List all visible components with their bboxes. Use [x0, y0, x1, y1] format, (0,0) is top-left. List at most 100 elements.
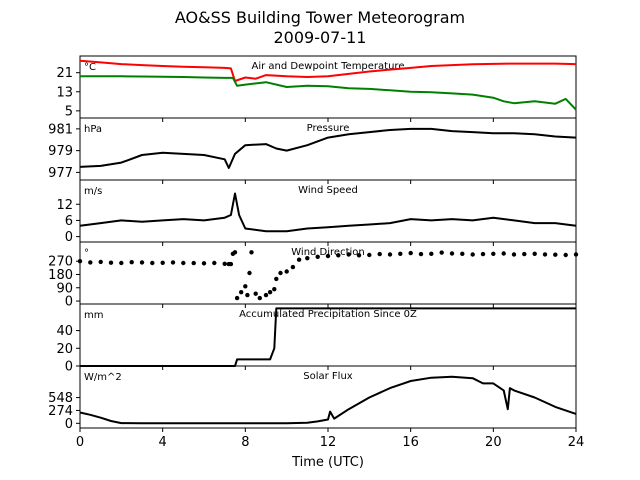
- figure-title: AO&SS Building Tower Meteorogram: [174, 8, 466, 27]
- data-point: [290, 264, 296, 270]
- data-point: [305, 256, 310, 261]
- data-point: [460, 251, 465, 256]
- data-point: [263, 292, 269, 298]
- y-tick-label: 40: [56, 324, 73, 339]
- y-tick-label: 0: [65, 417, 73, 432]
- x-tick-label: 4: [159, 435, 167, 450]
- data-point: [98, 259, 103, 265]
- data-point: [129, 260, 134, 265]
- y-tick-label: 20: [56, 342, 73, 357]
- data-point: [408, 250, 413, 256]
- panel-title: Solar Flux: [303, 371, 353, 382]
- data-point: [212, 260, 217, 266]
- y-tick-label: 981: [48, 122, 73, 137]
- data-point: [573, 252, 579, 257]
- panel-unit-label: °: [84, 248, 89, 259]
- data-point: [491, 251, 496, 256]
- panel-unit-label: mm: [84, 310, 103, 321]
- data-point: [232, 250, 238, 255]
- panel-unit-label: hPa: [84, 124, 102, 135]
- data-point: [284, 269, 289, 274]
- x-tick-label: 0: [76, 435, 84, 450]
- data-point: [272, 287, 277, 292]
- data-point: [267, 290, 273, 295]
- data-point: [253, 291, 258, 296]
- panel-0: 5 13 21 °C Air and Dewpoint Temperature: [56, 55, 577, 122]
- data-point: [119, 260, 124, 266]
- data-point: [315, 254, 320, 259]
- data-point: [243, 284, 248, 289]
- data-point: [480, 251, 486, 257]
- y-tick-label: 90: [56, 281, 73, 296]
- data-point: [278, 270, 283, 276]
- figure-subtitle: 2009-07-11: [273, 28, 367, 47]
- series-line: [79, 127, 577, 169]
- data-point: [245, 292, 250, 298]
- y-tick-label: 0: [65, 360, 73, 375]
- x-tick-label: 12: [320, 435, 337, 450]
- data-point: [139, 260, 145, 265]
- data-point: [501, 251, 506, 256]
- x-tick-label: 24: [568, 435, 585, 450]
- y-tick-label: 979: [48, 144, 73, 159]
- data-point: [532, 251, 537, 256]
- y-tick-label: 5: [65, 104, 73, 119]
- data-point: [249, 250, 254, 255]
- data-point: [553, 252, 558, 257]
- data-point: [77, 259, 83, 264]
- data-point: [222, 261, 227, 266]
- y-tick-label: 0: [65, 295, 73, 310]
- data-point: [398, 251, 403, 256]
- panel-title: Pressure: [307, 123, 350, 134]
- x-axis-label: Time (UTC): [291, 455, 364, 470]
- data-point: [356, 253, 362, 258]
- y-tick-label: 274: [48, 404, 73, 419]
- y-tick-label: 21: [56, 66, 73, 81]
- data-point: [511, 252, 517, 257]
- data-point: [563, 252, 568, 258]
- series-line: [79, 59, 577, 82]
- panel-4: 0 20 40 mm Accumulated Precipitation Since 0…: [56, 303, 577, 375]
- data-point: [239, 290, 244, 295]
- data-point: [88, 260, 93, 265]
- data-point: [387, 252, 393, 257]
- series-line: [79, 192, 577, 233]
- data-point: [449, 251, 455, 256]
- y-tick-label: 12: [56, 198, 73, 213]
- x-tick-label: 16: [402, 435, 419, 450]
- data-point: [247, 270, 252, 276]
- data-point: [346, 252, 351, 257]
- x-tick-label: 8: [241, 435, 249, 450]
- y-tick-label: 0: [65, 230, 73, 245]
- x-tick-label: 20: [485, 435, 502, 450]
- data-point: [234, 295, 240, 301]
- data-point: [429, 251, 434, 256]
- data-point: [257, 295, 262, 301]
- y-tick-label: 180: [48, 268, 73, 283]
- y-tick-label: 548: [48, 391, 73, 406]
- data-point: [108, 260, 114, 265]
- y-tick-label: 13: [56, 85, 73, 100]
- data-point: [439, 250, 444, 255]
- data-point: [296, 257, 302, 262]
- panel-unit-label: °C: [84, 62, 96, 73]
- panel-title: Wind Speed: [298, 185, 358, 196]
- panel-1: 977 979 981 hPa Pressure: [48, 117, 577, 184]
- y-tick-label: 270: [48, 255, 73, 270]
- data-point: [377, 251, 382, 257]
- data-point: [274, 276, 279, 282]
- panel-title: Accumulated Precipitation Since 0Z: [239, 309, 417, 320]
- data-point: [418, 251, 424, 257]
- series-line: [79, 375, 577, 425]
- panel-unit-label: W/m^2: [84, 372, 122, 383]
- panel-title: Wind Direction: [291, 247, 365, 258]
- data-point: [191, 260, 196, 266]
- data-point: [470, 252, 475, 257]
- data-point: [522, 251, 527, 257]
- data-point: [170, 260, 176, 265]
